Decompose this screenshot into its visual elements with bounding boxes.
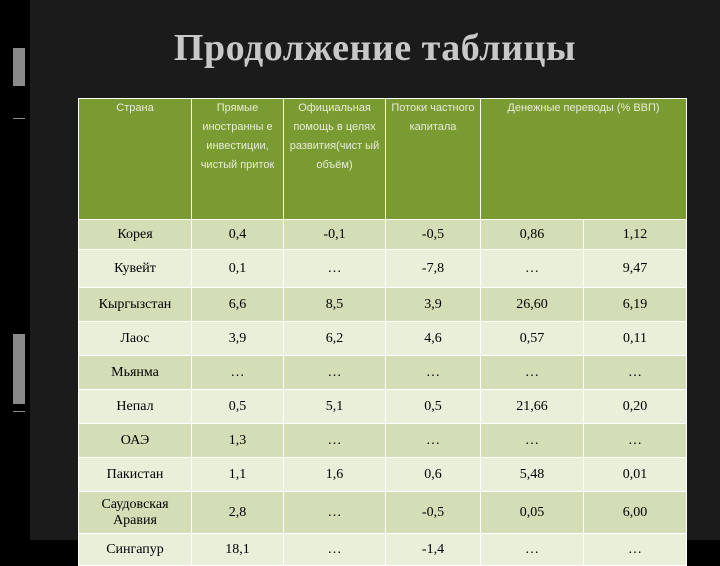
value-cell: 0,86 <box>480 219 584 250</box>
header-country: Страна <box>78 98 192 220</box>
value-cell: 4,6 <box>385 321 481 356</box>
value-cell: … <box>480 249 584 288</box>
value-cell: 26,60 <box>480 287 584 322</box>
value-cell: 2,8 <box>191 491 284 534</box>
value-cell: 0,05 <box>480 491 584 534</box>
table-row: Мьянма…………… <box>78 355 687 390</box>
value-cell: 0,20 <box>583 389 687 424</box>
country-cell: Кувейт <box>78 249 192 288</box>
value-cell: 3,9 <box>385 287 481 322</box>
value-cell: 3,9 <box>191 321 284 356</box>
value-cell: 0,11 <box>583 321 687 356</box>
slide-title: Продолжение таблицы <box>173 27 577 69</box>
value-cell: 1,3 <box>191 423 284 458</box>
value-cell: … <box>480 533 584 566</box>
country-cell: Лаос <box>78 321 192 356</box>
value-cell: -1,4 <box>385 533 481 566</box>
value-cell: 0,1 <box>191 249 284 288</box>
value-cell: … <box>385 423 481 458</box>
value-cell: 1,12 <box>583 219 687 250</box>
value-cell: 1,1 <box>191 457 284 492</box>
value-cell: 0,5 <box>191 389 284 424</box>
value-cell: 5,48 <box>480 457 584 492</box>
value-cell: 0,57 <box>480 321 584 356</box>
decorative-bar <box>13 48 25 86</box>
decorative-bar <box>13 411 25 412</box>
value-cell: 6,00 <box>583 491 687 534</box>
table-row: Саудовская Аравия 2,8… -0,5 0,05 6,00 <box>78 491 687 534</box>
country-cell: Корея <box>78 219 192 250</box>
table-body: Корея 0,4 -0,1 -0,5 0,86 1,12 Кувейт 0,1… -7,8… 9… <box>78 219 687 566</box>
value-cell: … <box>283 355 386 390</box>
country-cell: Непал <box>78 389 192 424</box>
value-cell: -7,8 <box>385 249 481 288</box>
value-cell: … <box>283 423 386 458</box>
value-cell: 6,19 <box>583 287 687 322</box>
country-cell: Мьянма <box>78 355 192 390</box>
value-cell: -0,5 <box>385 219 481 250</box>
country-cell: ОАЭ <box>78 423 192 458</box>
value-cell: 0,4 <box>191 219 284 250</box>
data-table: Страна Прямые иностранны е инвестиции, ч… <box>78 98 687 566</box>
table-row: Корея 0,4 -0,1 -0,5 0,86 1,12 <box>78 219 687 250</box>
value-cell: 0,5 <box>385 389 481 424</box>
table-row: Пакистан 1,1 1,6 0,6 5,48 0,01 <box>78 457 687 492</box>
country-cell: Сингапур <box>78 533 192 566</box>
country-cell: Пакистан <box>78 457 192 492</box>
value-cell: 18,1 <box>191 533 284 566</box>
value-cell: 1,6 <box>283 457 386 492</box>
value-cell: 21,66 <box>480 389 584 424</box>
decorative-bar <box>13 334 25 404</box>
decorative-bar <box>13 118 25 119</box>
header-remittances: Денежные переводы (% ВВП) <box>480 98 687 220</box>
value-cell: … <box>583 423 687 458</box>
value-cell: … <box>283 249 386 288</box>
value-cell: … <box>191 355 284 390</box>
country-cell: Кыргызстан <box>78 287 192 322</box>
value-cell: … <box>283 491 386 534</box>
value-cell: 8,5 <box>283 287 386 322</box>
value-cell: 0,01 <box>583 457 687 492</box>
value-cell: 0,6 <box>385 457 481 492</box>
table-row: Кыргызстан 6,6 8,5 3,9 26,60 6,19 <box>78 287 687 322</box>
value-cell: … <box>583 533 687 566</box>
table-row: Лаос 3,9 6,2 4,6 0,57 0,11 <box>78 321 687 356</box>
country-cell: Саудовская Аравия <box>78 491 192 534</box>
table-row: Непал 0,5 5,1 0,5 21,66 0,20 <box>78 389 687 424</box>
header-fdi: Прямые иностранны е инвестиции, чистый п… <box>191 98 284 220</box>
table-header-row: Страна Прямые иностранны е инвестиции, ч… <box>78 98 687 220</box>
value-cell: … <box>283 533 386 566</box>
table-row: Кувейт 0,1… -7,8… 9,47 <box>78 249 687 288</box>
value-cell: -0,1 <box>283 219 386 250</box>
value-cell: 9,47 <box>583 249 687 288</box>
header-oda: Официальная помощь в целях развития(чист… <box>283 98 386 220</box>
table-row: ОАЭ 1,3………… <box>78 423 687 458</box>
value-cell: … <box>385 355 481 390</box>
value-cell: … <box>583 355 687 390</box>
table-row: Сингапур 18,1… -1,4…… <box>78 533 687 566</box>
value-cell: -0,5 <box>385 491 481 534</box>
value-cell: 6,6 <box>191 287 284 322</box>
value-cell: … <box>480 423 584 458</box>
value-cell: … <box>480 355 584 390</box>
value-cell: 6,2 <box>283 321 386 356</box>
header-private-capital: Потоки частного капитала <box>385 98 481 220</box>
value-cell: 5,1 <box>283 389 386 424</box>
